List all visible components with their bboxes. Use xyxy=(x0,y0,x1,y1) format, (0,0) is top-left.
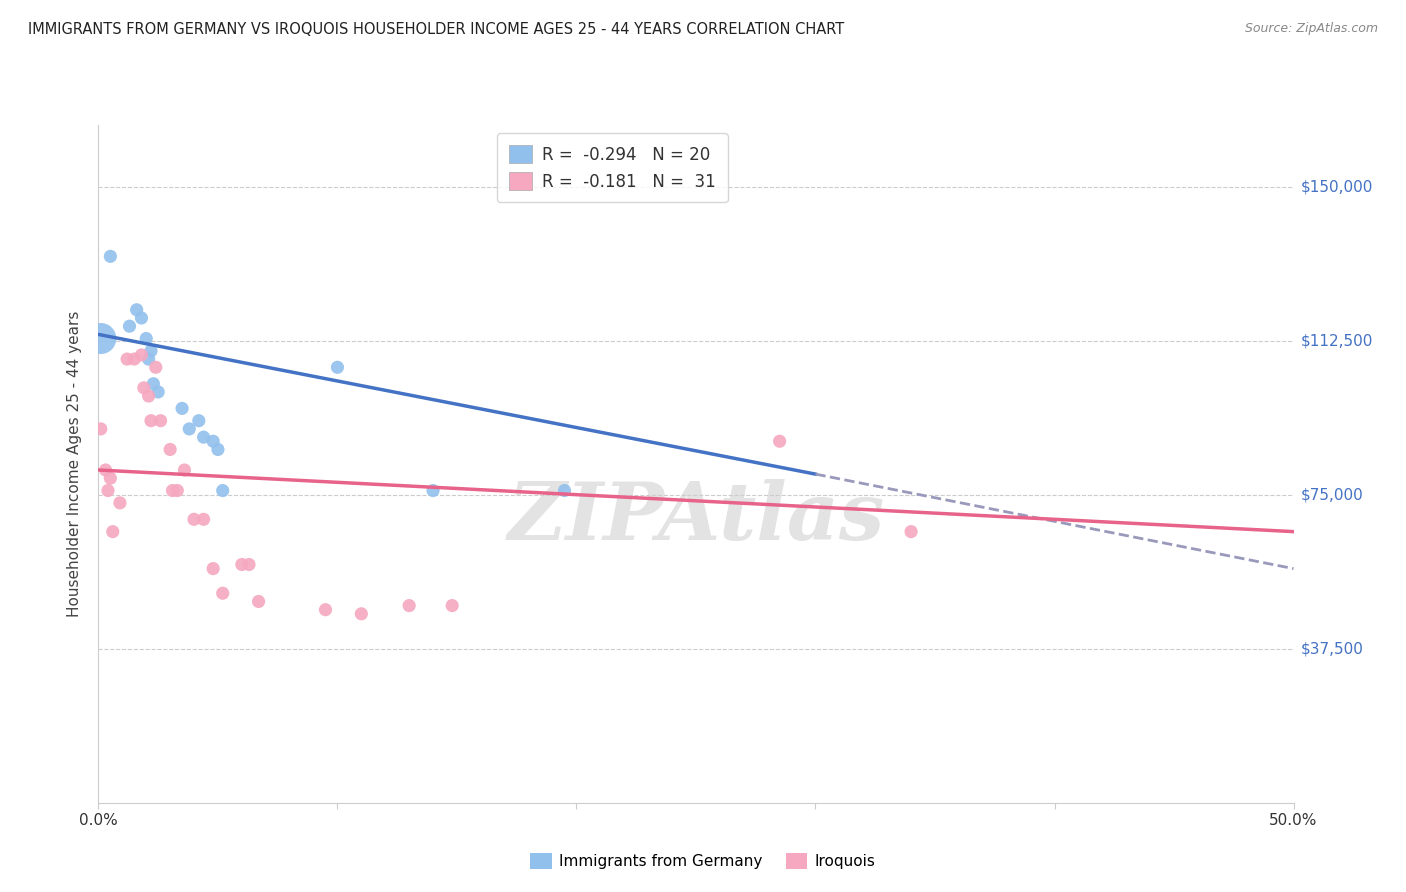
Point xyxy=(98,249,122,263)
Point xyxy=(101,524,124,539)
Point xyxy=(108,496,131,510)
Point xyxy=(124,352,146,367)
Text: $150,000: $150,000 xyxy=(1301,179,1372,194)
Point xyxy=(554,483,576,498)
Point xyxy=(149,414,172,428)
Point xyxy=(900,524,922,539)
Point xyxy=(94,463,117,477)
Point xyxy=(211,483,233,498)
Point xyxy=(98,471,122,485)
Point xyxy=(135,332,157,346)
Point xyxy=(138,389,160,403)
Text: IMMIGRANTS FROM GERMANY VS IROQUOIS HOUSEHOLDER INCOME AGES 25 - 44 YEARS CORREL: IMMIGRANTS FROM GERMANY VS IROQUOIS HOUS… xyxy=(28,22,845,37)
Point xyxy=(125,302,148,317)
Point xyxy=(118,319,141,334)
Point xyxy=(202,561,225,575)
Point xyxy=(211,586,233,600)
Y-axis label: Householder Income Ages 25 - 44 years: Householder Income Ages 25 - 44 years xyxy=(67,310,83,617)
Legend: Immigrants from Germany, Iroquois: Immigrants from Germany, Iroquois xyxy=(524,847,882,875)
Point xyxy=(139,414,162,428)
Point xyxy=(398,599,420,613)
Point xyxy=(179,422,201,436)
Point xyxy=(90,332,112,346)
Text: Source: ZipAtlas.com: Source: ZipAtlas.com xyxy=(1244,22,1378,36)
Point xyxy=(131,310,153,325)
Text: $37,500: $37,500 xyxy=(1301,641,1364,657)
Point xyxy=(166,483,188,498)
Point xyxy=(768,434,790,449)
Point xyxy=(326,360,349,375)
Point xyxy=(132,381,155,395)
Text: $75,000: $75,000 xyxy=(1301,487,1364,502)
Point xyxy=(207,442,229,457)
Point xyxy=(193,512,215,526)
Point xyxy=(441,599,464,613)
Point xyxy=(193,430,215,444)
Point xyxy=(142,376,165,391)
Point xyxy=(231,558,253,572)
Point xyxy=(315,603,337,617)
Point xyxy=(422,483,444,498)
Point xyxy=(90,422,112,436)
Point xyxy=(162,483,184,498)
Point xyxy=(187,414,209,428)
Point xyxy=(97,483,120,498)
Point xyxy=(131,348,153,362)
Point xyxy=(247,594,270,608)
Point xyxy=(159,442,181,457)
Point xyxy=(202,434,225,449)
Point xyxy=(138,352,160,367)
Point xyxy=(148,384,170,399)
Point xyxy=(183,512,205,526)
Point xyxy=(115,352,138,367)
Point xyxy=(139,343,162,358)
Legend: R =  -0.294   N = 20, R =  -0.181   N =  31: R = -0.294 N = 20, R = -0.181 N = 31 xyxy=(498,133,727,202)
Point xyxy=(238,558,260,572)
Text: $112,500: $112,500 xyxy=(1301,333,1372,348)
Point xyxy=(145,360,167,375)
Point xyxy=(173,463,195,477)
Point xyxy=(350,607,373,621)
Point xyxy=(172,401,194,416)
Text: ZIPAtlas: ZIPAtlas xyxy=(508,479,884,557)
